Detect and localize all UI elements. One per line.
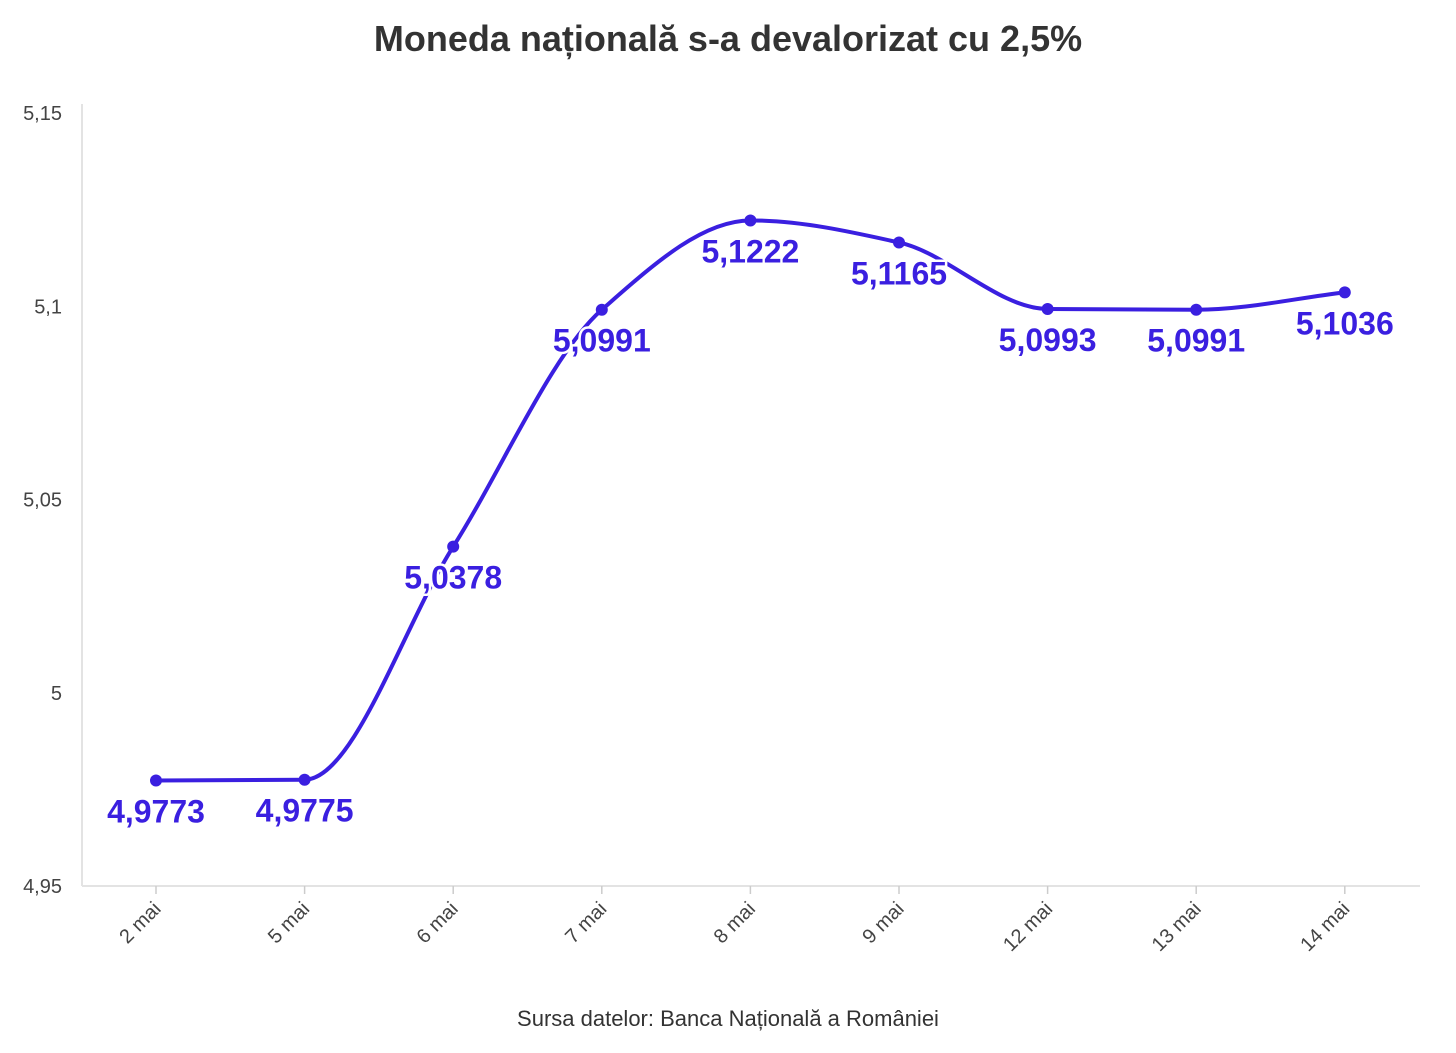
data-point (744, 214, 757, 227)
data-point (1041, 302, 1054, 315)
data-label: 5,0378 (404, 560, 502, 596)
data-label-halo: 5,0991 (1147, 323, 1245, 359)
x-tick-label: 9 mai (858, 898, 908, 948)
data-label-halo: 5,1222 (701, 233, 799, 269)
data-point (1190, 303, 1203, 316)
x-tick-label: 8 mai (710, 898, 760, 948)
data-label-halo: 4,9773 (107, 793, 205, 829)
data-point (447, 540, 460, 553)
data-label-halo: 5,0991 (553, 323, 651, 359)
data-label-halo: 4,9775 (256, 793, 354, 829)
data-label: 5,0991 (553, 323, 651, 359)
data-label-halo: 5,1165 (851, 255, 947, 291)
x-tick-label: 7 mai (561, 898, 611, 948)
x-tick-label: 12 mai (999, 898, 1057, 956)
line-chart: 4,95 5 5,05 5,1 5,15 2 mai 5 mai 6 mai 7 mai 8 m… (23, 103, 1420, 956)
x-tick-label: 6 mai (413, 898, 463, 948)
x-axis-ticks: 2 mai 5 mai 6 mai 7 mai 8 mai 9 mai 12 mai 13 m… (115, 886, 1354, 956)
chart-title: Moneda națională s-a devalorizat cu 2,5% (373, 18, 1083, 59)
y-tick-label: 5,05 (23, 490, 62, 512)
data-point (298, 773, 311, 786)
series-line (154, 218, 1347, 783)
data-label: 4,9775 (256, 793, 354, 829)
data-label-halo: 5,0993 (999, 322, 1097, 358)
data-point (893, 236, 905, 249)
x-tick-label: 13 mai (1148, 898, 1206, 956)
y-tick-label: 5 (51, 683, 62, 705)
source-note: Sursa datelor: Banca Națională a Românie… (517, 1006, 939, 1031)
data-label: 5,1222 (701, 233, 799, 269)
y-axis-ticks: 4,95 5 5,05 5,1 5,15 (23, 103, 62, 898)
data-label: 4,9773 (107, 793, 205, 829)
data-label: 5,0993 (999, 322, 1097, 358)
y-tick-label: 5,1 (34, 296, 62, 318)
data-point (150, 774, 162, 787)
data-label: 5,0991 (1147, 323, 1245, 359)
data-points (150, 214, 1351, 787)
data-label: 5,1165 (851, 255, 947, 291)
y-tick-label: 4,95 (23, 876, 62, 898)
data-label-halo: 5,1036 (1296, 305, 1394, 341)
x-tick-label: 5 mai (264, 898, 314, 948)
data-point (595, 303, 608, 316)
data-point (1338, 286, 1351, 299)
data-label: 5,1036 (1296, 305, 1394, 341)
x-tick-label: 14 mai (1296, 898, 1354, 956)
y-tick-label: 5,15 (23, 103, 62, 125)
x-tick-label: 2 mai (115, 898, 165, 948)
data-label-halo: 5,0378 (404, 560, 502, 596)
